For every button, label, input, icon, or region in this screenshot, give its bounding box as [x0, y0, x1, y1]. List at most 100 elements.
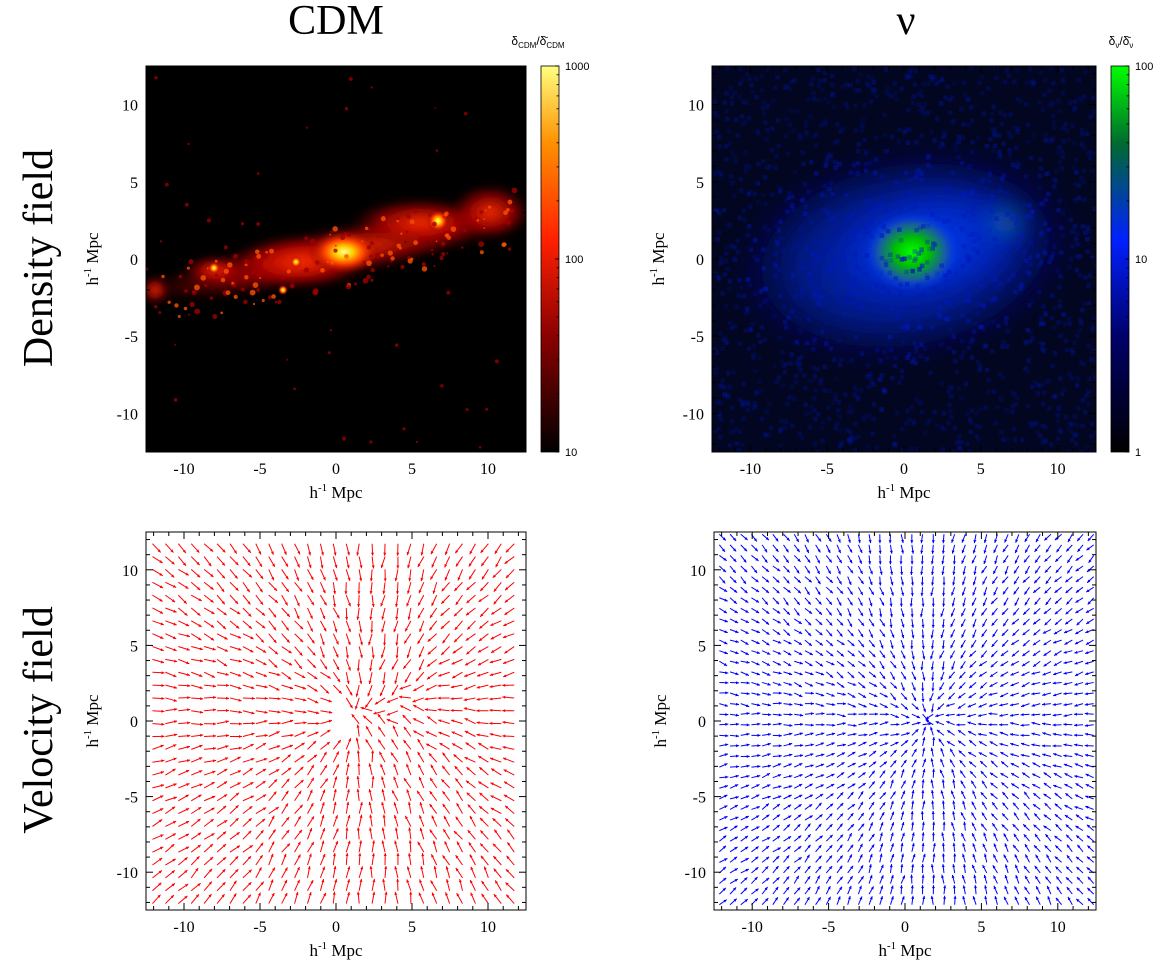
- nu-noise-cell: [762, 432, 768, 437]
- velocity-arrow-head: [297, 816, 301, 820]
- nu-noise-cell: [760, 158, 766, 164]
- nu-noise-cell: [789, 203, 795, 208]
- nu-noise-cell: [917, 324, 922, 330]
- nu-noise-cell: [980, 90, 985, 96]
- nu-noise-cell: [1079, 97, 1084, 103]
- nu-noise-cell: [804, 340, 810, 346]
- velocity-arrow: [369, 582, 373, 595]
- nu-noise-cell: [925, 154, 931, 160]
- nu-noise-cell: [1011, 125, 1017, 130]
- x-axis-label: h-1 Mpc: [309, 940, 363, 960]
- nu-noise-cell: [997, 153, 1003, 159]
- cdm-clump: [186, 266, 190, 270]
- velocity-arrow: [503, 781, 515, 789]
- nu-noise-cell: [714, 208, 720, 214]
- velocity-arrow: [761, 897, 769, 906]
- velocity-arrow: [307, 556, 312, 569]
- velocity-arrow: [307, 722, 320, 726]
- velocity-arrow: [504, 607, 515, 616]
- velocity-arrow-head: [286, 843, 290, 847]
- nu-noise-cell: [1041, 321, 1047, 326]
- velocity-arrow-head: [221, 562, 225, 566]
- nu-noise-cell: [729, 418, 734, 424]
- nu-noise-cell: [1016, 161, 1021, 167]
- nu-noise-cell: [724, 91, 729, 96]
- nu-noise-cell: [1077, 254, 1083, 259]
- velocity-arrow-head: [273, 639, 277, 643]
- velocity-arrow-head: [723, 557, 727, 561]
- velocity-arrow-head: [735, 630, 739, 634]
- velocity-arrow-head: [233, 550, 237, 554]
- nu-noise-cell: [850, 238, 855, 244]
- velocity-arrow-head: [358, 853, 362, 857]
- nu-noise-cell: [906, 352, 912, 357]
- velocity-arrow-head: [356, 776, 360, 780]
- nu-noise-cell: [1035, 253, 1041, 259]
- velocity-arrow-head: [285, 790, 289, 795]
- velocity-arrow: [242, 767, 254, 776]
- velocity-arrow: [177, 607, 188, 617]
- velocity-arrow-head: [159, 808, 164, 812]
- velocity-arrow-head: [724, 794, 728, 798]
- nu-noise-cell: [816, 97, 822, 103]
- velocity-arrow-head: [380, 654, 384, 659]
- cdm-clump: [428, 213, 432, 217]
- velocity-arrow-head: [408, 827, 412, 831]
- nu-noise-cell: [816, 301, 821, 306]
- velocity-arrow: [428, 752, 438, 763]
- nu-noise-cell: [822, 70, 828, 76]
- velocity-arrow: [332, 751, 340, 763]
- velocity-arrow-head: [187, 708, 191, 712]
- velocity-arrow-head: [744, 877, 748, 881]
- velocity-arrow-head: [249, 845, 253, 849]
- velocity-arrow: [190, 818, 201, 827]
- nu-noise-cell: [747, 76, 752, 82]
- velocity-arrow-head: [393, 814, 397, 819]
- velocity-arrow-head: [185, 585, 189, 589]
- nu-noise-cell: [1052, 350, 1058, 356]
- velocity-arrow-head: [378, 739, 382, 743]
- velocity-arrow-head: [174, 707, 178, 711]
- velocity-arrow-head: [283, 551, 287, 555]
- nu-noise-cell: [884, 343, 889, 349]
- velocity-arrow: [505, 894, 515, 904]
- nu-noise-cell: [836, 400, 842, 405]
- nu-noise-cell: [831, 159, 836, 164]
- velocity-arrow-head: [213, 734, 217, 738]
- nu-noise-cell: [1055, 419, 1060, 424]
- velocity-arrow-head: [355, 693, 359, 697]
- velocity-arrow-head: [445, 879, 449, 883]
- velocity-arrow-head: [246, 588, 250, 593]
- velocity-arrow: [371, 775, 375, 788]
- velocity-arrow-head: [444, 577, 448, 581]
- nu-noise-cell: [1042, 439, 1048, 444]
- velocity-arrow-head: [287, 754, 291, 758]
- velocity-arrow-head: [403, 665, 407, 669]
- nu-noise-cell: [1026, 369, 1031, 375]
- velocity-arrow: [294, 754, 305, 763]
- cdm-clump: [494, 359, 499, 364]
- velocity-arrow-head: [374, 701, 379, 705]
- velocity-arrow: [357, 763, 361, 776]
- x-tick-label: 0: [332, 919, 340, 936]
- velocity-arrow-head: [309, 828, 313, 832]
- velocity-arrow: [729, 629, 739, 634]
- velocity-arrow-head: [766, 837, 771, 841]
- velocity-arrow: [438, 658, 450, 665]
- nu-noise-cell: [961, 244, 967, 249]
- nu-noise-cell: [852, 384, 857, 390]
- velocity-arrow: [216, 757, 229, 763]
- cdm-clump: [249, 289, 256, 296]
- nu-noise-cell: [962, 192, 967, 197]
- velocity-arrow-head: [734, 836, 738, 840]
- nu-noise-cell: [939, 141, 944, 146]
- cdm-clump: [405, 230, 409, 234]
- velocity-arrow-head: [335, 641, 339, 645]
- velocity-arrow-head: [723, 610, 727, 614]
- nu-noise-cell: [871, 80, 877, 85]
- nu-noise-cell: [740, 77, 745, 82]
- cdm-clump: [277, 299, 282, 305]
- nu-noise-cell: [759, 416, 765, 422]
- velocity-arrow-head: [381, 827, 385, 831]
- velocity-arrow: [490, 607, 502, 615]
